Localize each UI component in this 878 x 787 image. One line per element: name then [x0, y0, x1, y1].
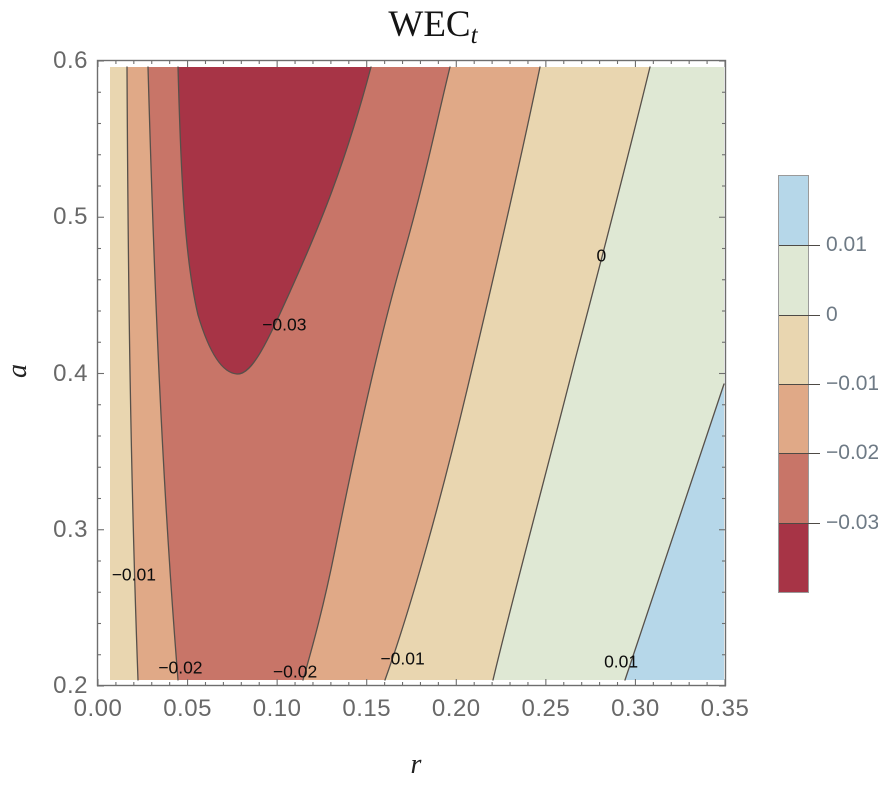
x-tick-label: 0.05: [163, 695, 212, 722]
plot-title: WECt: [388, 3, 477, 50]
contour-line-minus002-left: [147, 66, 179, 681]
contour-line-minus003: [177, 66, 372, 375]
contour-level-label: −0.01: [380, 648, 425, 669]
contour-line-minus002-right: [302, 66, 451, 681]
contour-bands: [110, 67, 724, 680]
legend-segment: [779, 453, 808, 523]
x-tick-label: 0.35: [700, 695, 750, 722]
x-tick-label: 0.30: [611, 695, 660, 722]
legend-segment: [779, 384, 808, 454]
legend-segment: [779, 522, 808, 592]
contour-level-label: −0.02: [158, 657, 203, 678]
legend-value-label: 0.01: [826, 233, 867, 257]
legend-boundary-tick: [779, 245, 820, 247]
contour-level-label: 0.01: [604, 651, 639, 672]
contour-line-minus001-left: [126, 66, 139, 681]
band-below-minus003: [178, 67, 371, 375]
contour-plot-canvas: [96, 59, 727, 687]
y-tick-label: 0.5: [53, 203, 88, 231]
legend-boundary-tick: [779, 314, 820, 316]
legend-value-label: −0.03: [826, 510, 878, 534]
legend-value-label: −0.02: [826, 441, 878, 465]
x-tick-label: 0.00: [73, 695, 123, 722]
x-tick-label: 0.10: [252, 695, 302, 722]
contour-level-label: −0.02: [272, 661, 318, 682]
legend-boundary-tick: [779, 522, 820, 524]
plot-title-main: WEC: [388, 4, 471, 45]
contour-level-label: 0: [596, 245, 607, 266]
contour-line-001: [624, 383, 725, 681]
legend-color-bar: [778, 175, 809, 593]
band-0-to-001: [493, 67, 724, 680]
x-tick-label: 0.25: [521, 695, 571, 722]
y-tick-label: 0.3: [53, 515, 88, 543]
legend-segment: [779, 176, 808, 246]
contour-lines: [126, 66, 725, 681]
y-tick-label: 0.2: [53, 672, 88, 699]
y-tick-label: 0.4: [53, 359, 88, 387]
plot-title-subscript: t: [470, 22, 478, 50]
contour-level-label: −0.03: [262, 314, 307, 335]
x-axis-title: r: [410, 749, 422, 780]
legend-value-label: 0: [826, 302, 838, 326]
legend-boundary-tick: [779, 384, 820, 385]
contour-level-label: −0.01: [111, 564, 156, 585]
legend-segment: [779, 245, 808, 315]
x-tick-label: 0.15: [342, 695, 392, 722]
plot-frame: [96, 59, 727, 687]
legend-value-label: −0.01: [826, 372, 878, 395]
y-tick-label: 0.6: [53, 47, 88, 74]
legend-segment: [779, 314, 808, 384]
x-tick-label: 0.20: [431, 695, 481, 722]
contour-line-minus001-right: [384, 66, 541, 681]
y-axis-title: a: [2, 364, 33, 378]
contour-line-zero: [492, 66, 651, 681]
legend-boundary-tick: [779, 453, 820, 455]
